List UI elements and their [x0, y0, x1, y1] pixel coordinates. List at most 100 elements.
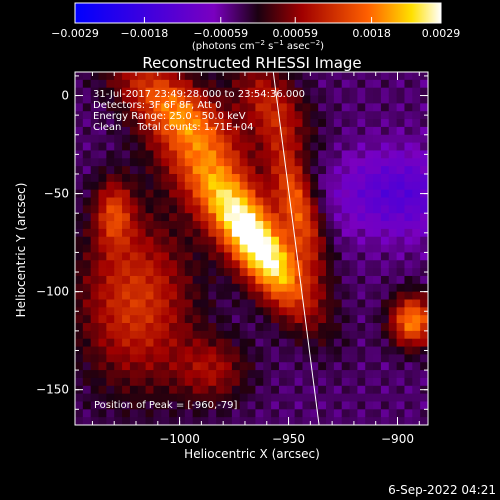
heatmap-cell — [263, 181, 272, 191]
heatmap-cell — [114, 330, 123, 340]
heatmap-cell — [373, 417, 382, 425]
heatmap-cell — [231, 330, 241, 340]
heatmap-cell — [169, 119, 178, 128]
heatmap-cell — [412, 323, 421, 332]
heatmap-cell — [98, 377, 107, 387]
heatmap-cell — [247, 119, 257, 128]
heatmap-cell — [106, 362, 115, 371]
heatmap-cell — [192, 236, 202, 246]
heatmap-cell — [184, 205, 194, 214]
heatmap-cell — [302, 134, 311, 144]
heatmap-cell — [302, 377, 311, 387]
heatmap-cell — [388, 299, 398, 308]
heatmap-cell — [271, 126, 280, 136]
heatmap-cell — [82, 346, 92, 355]
heatmap-cell — [278, 417, 288, 425]
heatmap-cell — [153, 307, 162, 316]
heatmap-cell — [122, 173, 131, 183]
heatmap-cell — [271, 181, 280, 191]
heatmap-cell — [224, 393, 233, 403]
heatmap-cell — [192, 134, 202, 144]
heatmap-cell — [231, 409, 241, 418]
heatmap-cell — [239, 142, 249, 152]
heatmap-cell — [271, 158, 280, 167]
heatmap-cell — [310, 299, 319, 308]
heatmap-cell — [388, 87, 398, 97]
heatmap-cell — [357, 72, 366, 81]
heatmap-cell — [294, 205, 304, 214]
heatmap-cell — [129, 166, 139, 175]
heatmap-cell — [114, 87, 123, 97]
heatmap-cell — [412, 330, 421, 340]
heatmap-cell — [216, 409, 225, 418]
heatmap-cell — [145, 275, 155, 285]
heatmap-cell — [224, 307, 233, 316]
heatmap-cell — [75, 323, 84, 332]
heatmap-cell — [90, 134, 100, 144]
heatmap-cell — [263, 158, 272, 167]
heatmap-cell — [231, 299, 241, 308]
heatmap-cell — [271, 205, 280, 214]
heatmap-cell — [380, 158, 390, 167]
heatmap-cell — [216, 283, 225, 293]
heatmap-cell — [373, 158, 382, 167]
heatmap-cell — [137, 377, 147, 387]
heatmap-cell — [333, 377, 343, 387]
heatmap-cell — [231, 181, 241, 191]
heatmap-cell — [122, 142, 131, 152]
heatmap-cell — [129, 181, 139, 191]
heatmap-cell — [82, 228, 92, 238]
heatmap-cell — [396, 158, 406, 167]
heatmap-cell — [357, 330, 366, 340]
heatmap-cell — [114, 409, 123, 418]
heatmap-cell — [106, 103, 115, 112]
heatmap-cell — [396, 72, 406, 81]
heatmap-cell — [129, 228, 139, 238]
heatmap-cell — [224, 95, 233, 104]
heatmap-cell — [145, 205, 155, 214]
heatmap-cell — [75, 346, 84, 355]
heatmap-cell — [271, 150, 280, 159]
heatmap-cell — [302, 181, 311, 191]
heatmap-cell — [349, 221, 358, 230]
heatmap-cell — [349, 275, 358, 285]
heatmap-cell — [137, 244, 147, 254]
heatmap-cell — [318, 338, 327, 348]
heatmap-cell — [153, 213, 162, 222]
heatmap-cell — [263, 205, 272, 214]
heatmap-cell — [231, 417, 241, 425]
heatmap-cell — [333, 323, 343, 332]
heatmap-cell — [302, 197, 311, 206]
heatmap-cell — [98, 87, 107, 97]
heatmap-cell — [365, 338, 374, 348]
heatmap-cell — [365, 323, 374, 332]
heatmap-cell — [224, 126, 233, 136]
heatmap-cell — [318, 354, 327, 363]
heatmap-cell — [310, 87, 319, 97]
heatmap-cell — [333, 315, 343, 324]
heatmap-cell — [420, 362, 428, 371]
heatmap-cell — [373, 377, 382, 387]
heatmap-cell — [247, 142, 257, 152]
heatmap-cell — [90, 393, 100, 403]
heatmap-cell — [169, 346, 178, 355]
heatmap-cell — [208, 150, 217, 159]
heatmap-cell — [106, 221, 115, 230]
heatmap-cell — [365, 409, 374, 418]
heatmap-cell — [263, 119, 272, 128]
heatmap-cell — [388, 291, 398, 301]
heatmap-cell — [373, 197, 382, 206]
heatmap-cell — [145, 79, 155, 89]
heatmap-cell — [129, 213, 139, 222]
heatmap-cell — [169, 401, 178, 410]
heatmap-cell — [145, 244, 155, 254]
heatmap-cell — [82, 79, 92, 89]
heatmap-cell — [349, 181, 358, 191]
heatmap-cell — [388, 189, 398, 199]
heatmap-cell — [349, 87, 358, 97]
heatmap-cell — [114, 221, 123, 230]
heatmap-cell — [388, 417, 398, 425]
heatmap-cell — [404, 354, 413, 363]
heatmap-cell — [145, 150, 155, 159]
heatmap-cell — [302, 79, 311, 89]
